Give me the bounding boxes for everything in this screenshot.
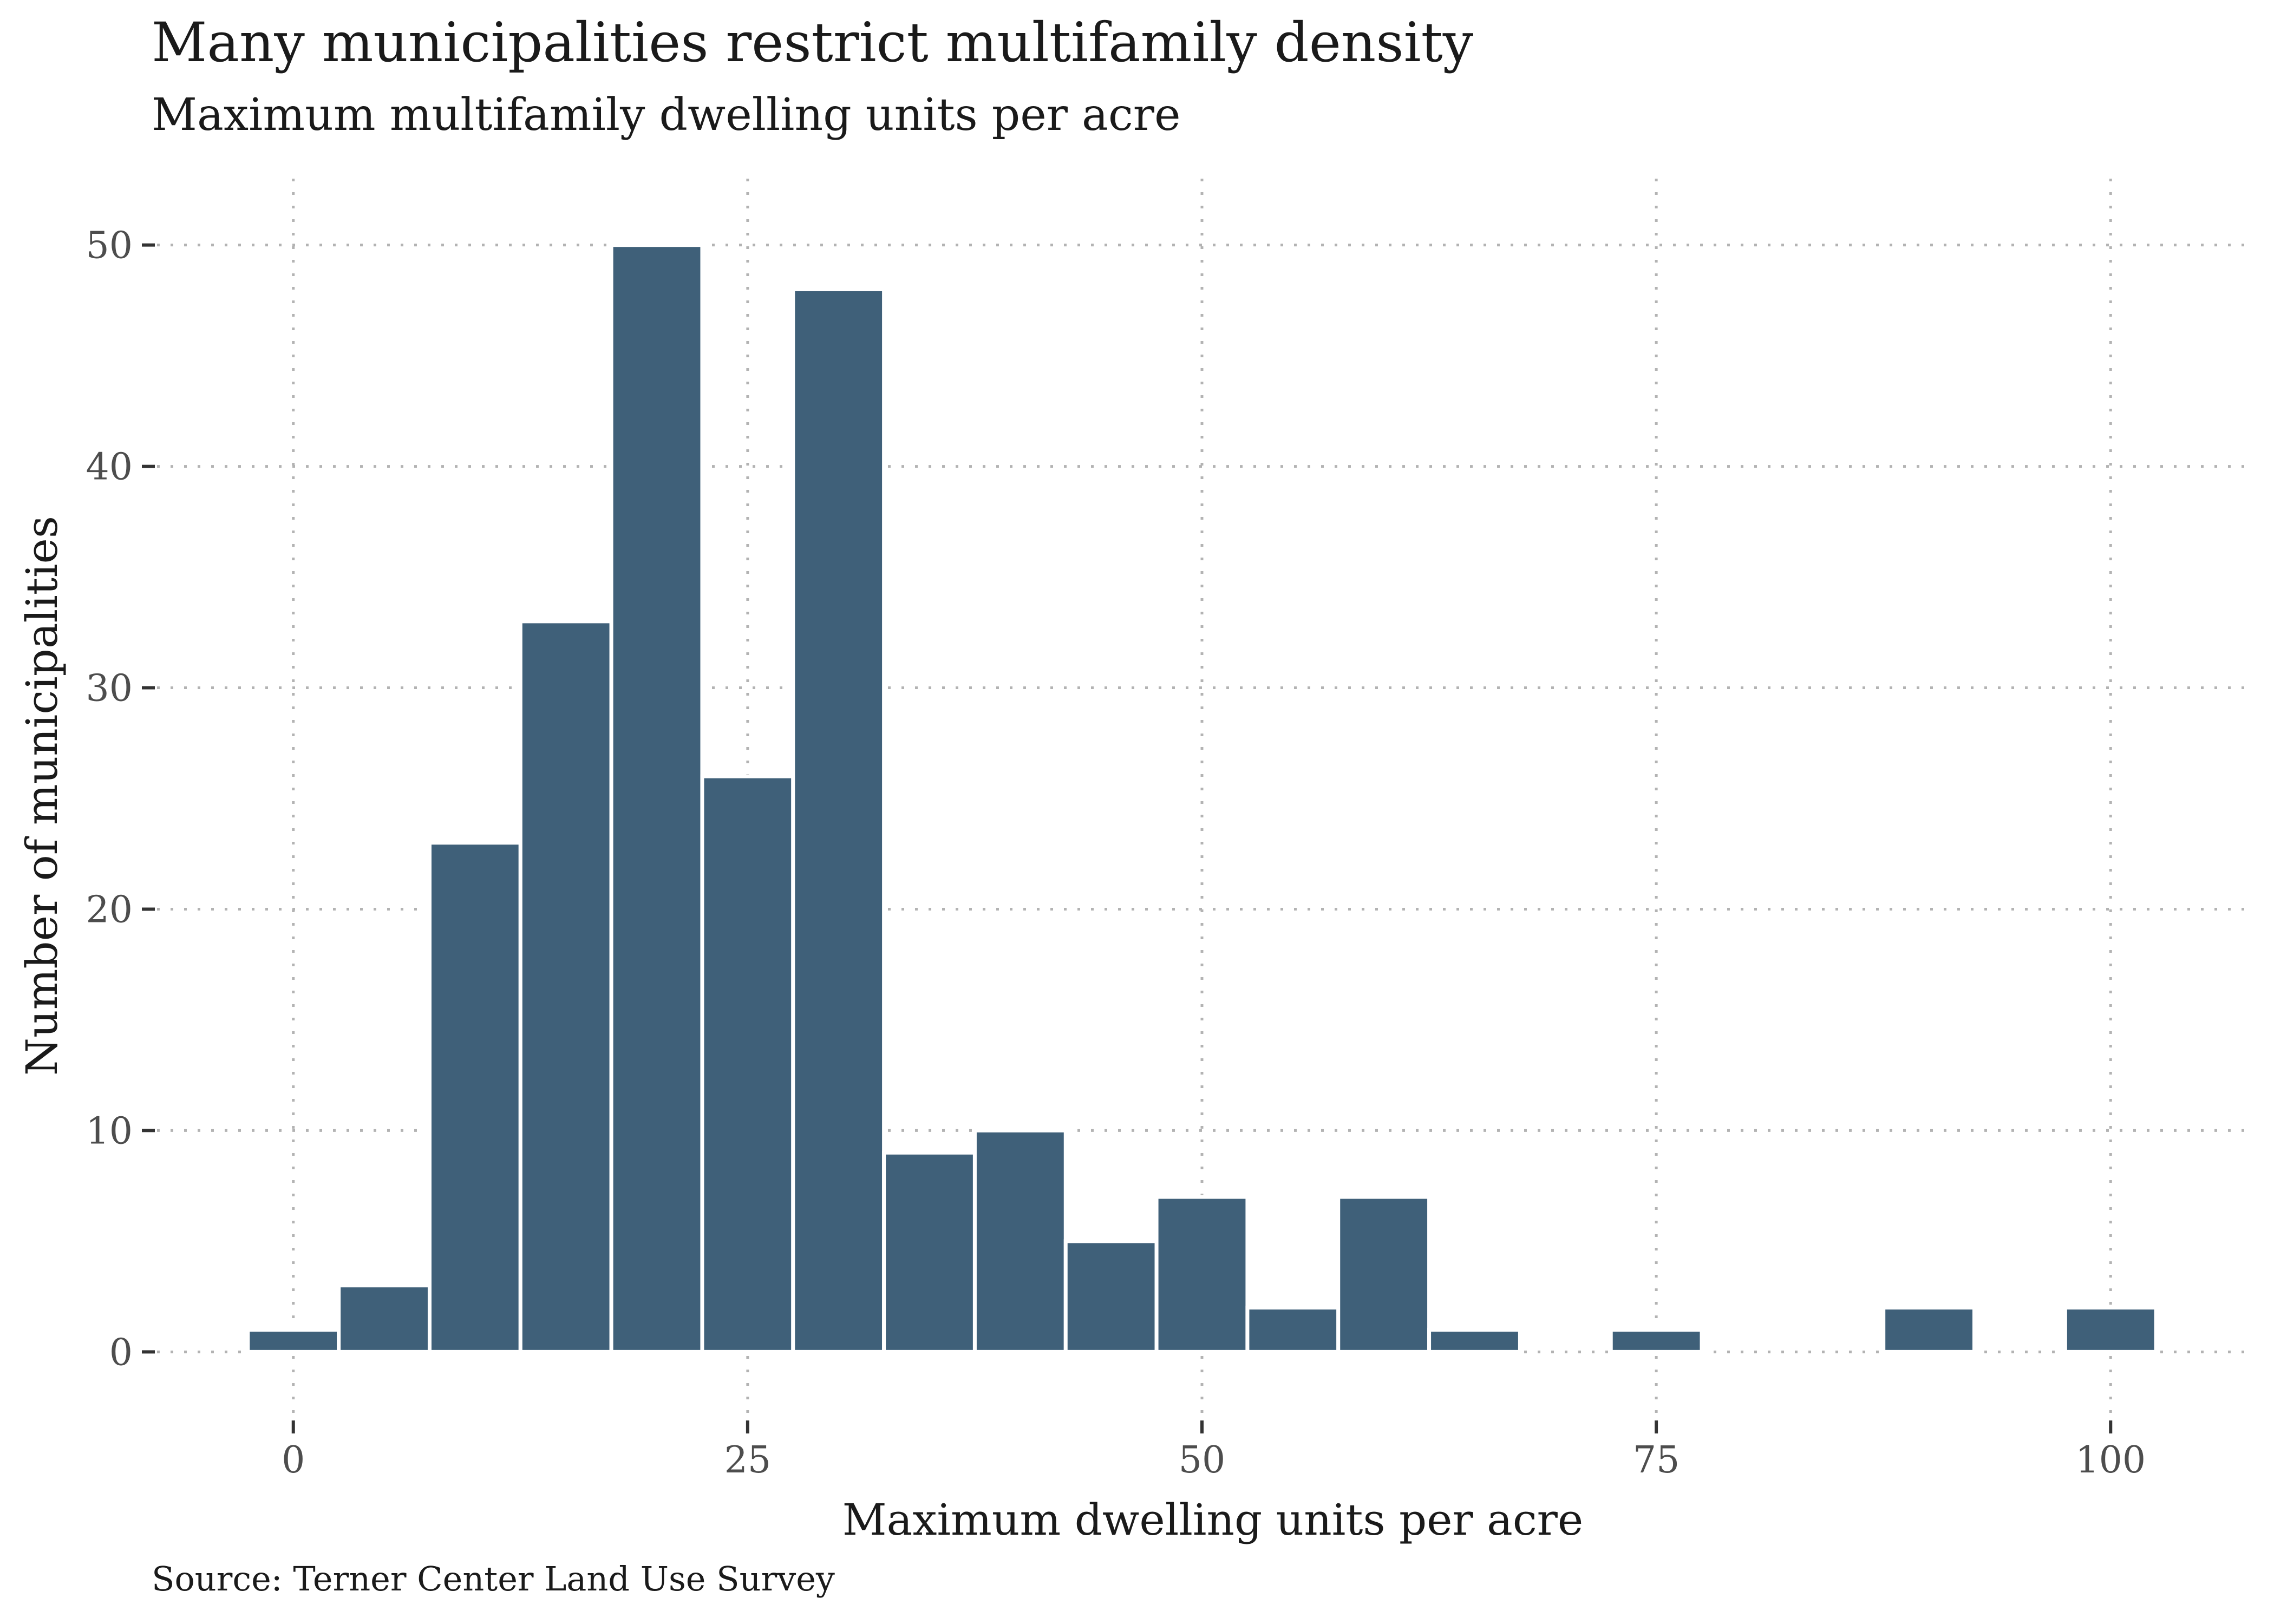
- y-axis-title: Number of municipalities: [17, 516, 67, 1076]
- histogram-bar: [1427, 1327, 1522, 1354]
- histogram-bar: [700, 774, 795, 1354]
- x-tick-label: 75: [1633, 1439, 1680, 1482]
- histogram-bar: [518, 619, 613, 1354]
- y-tick-label: 40: [86, 446, 133, 489]
- histogram-bar: [1245, 1306, 1341, 1354]
- histogram-bar: [1881, 1306, 1977, 1354]
- chart-caption: Source: Terner Center Land Use Survey: [152, 1559, 835, 1599]
- y-tick-label: 10: [86, 1110, 133, 1152]
- histogram-bars: [246, 243, 2158, 1354]
- histogram-bar: [427, 841, 522, 1354]
- histogram-bar: [337, 1284, 432, 1354]
- y-tick-label: 20: [86, 888, 133, 931]
- histogram-bar: [246, 1327, 341, 1354]
- chart-subtitle: Maximum multifamily dwelling units per a…: [152, 89, 1181, 141]
- y-tick-label: 30: [86, 667, 133, 710]
- x-tick-label: 100: [2075, 1439, 2146, 1482]
- histogram-bar: [1063, 1239, 1159, 1354]
- chart-title: Many municipalities restrict multifamily…: [152, 11, 1474, 74]
- histogram-bar: [1154, 1195, 1250, 1354]
- histogram-bar: [1609, 1327, 1704, 1354]
- histogram-bar: [2063, 1306, 2158, 1354]
- x-tick-label: 50: [1179, 1439, 1226, 1482]
- x-axis-title: Maximum dwelling units per acre: [842, 1495, 1584, 1545]
- x-tick-label: 25: [724, 1439, 772, 1482]
- histogram-bar: [609, 243, 704, 1354]
- axis-ticks: 0 10 20 30 40 50 0 25 50 75 100: [86, 225, 2146, 1482]
- x-tick-label: 0: [282, 1439, 305, 1482]
- histogram-bar: [791, 287, 886, 1354]
- y-tick-label: 0: [109, 1331, 133, 1374]
- histogram-bar: [882, 1150, 977, 1354]
- histogram-bar: [972, 1128, 1068, 1354]
- y-tick-label: 50: [86, 225, 133, 267]
- histogram-bar: [1336, 1195, 1432, 1354]
